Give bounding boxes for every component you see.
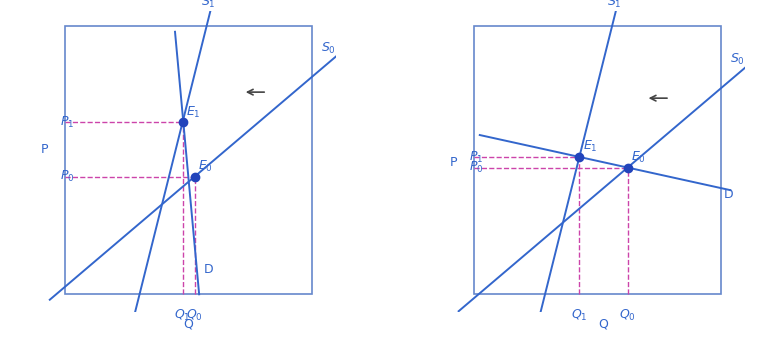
Text: P: P [449, 156, 457, 169]
Text: $Q_0$: $Q_0$ [186, 308, 203, 323]
Text: $E_1$: $E_1$ [583, 140, 597, 154]
Text: $P_1$: $P_1$ [470, 149, 484, 165]
Text: $E_0$: $E_0$ [198, 159, 213, 174]
Text: $Q_1$: $Q_1$ [571, 308, 587, 323]
Text: D: D [724, 188, 734, 201]
Text: Q: Q [598, 317, 608, 331]
Text: P: P [41, 143, 48, 156]
Text: $P_0$: $P_0$ [470, 160, 484, 175]
Text: $S_0$: $S_0$ [321, 40, 336, 56]
Text: $E_0$: $E_0$ [631, 150, 646, 165]
Text: $Q_1$: $Q_1$ [174, 308, 191, 323]
Text: Q: Q [183, 317, 193, 331]
Text: $P_1$: $P_1$ [60, 115, 75, 130]
Text: D: D [204, 263, 213, 276]
Text: $E_1$: $E_1$ [186, 105, 200, 120]
Text: $P_0$: $P_0$ [60, 169, 75, 184]
Text: $S_1$: $S_1$ [201, 0, 216, 10]
Text: $S_0$: $S_0$ [730, 52, 745, 67]
Text: $S_1$: $S_1$ [607, 0, 622, 10]
Text: $Q_0$: $Q_0$ [619, 308, 636, 323]
